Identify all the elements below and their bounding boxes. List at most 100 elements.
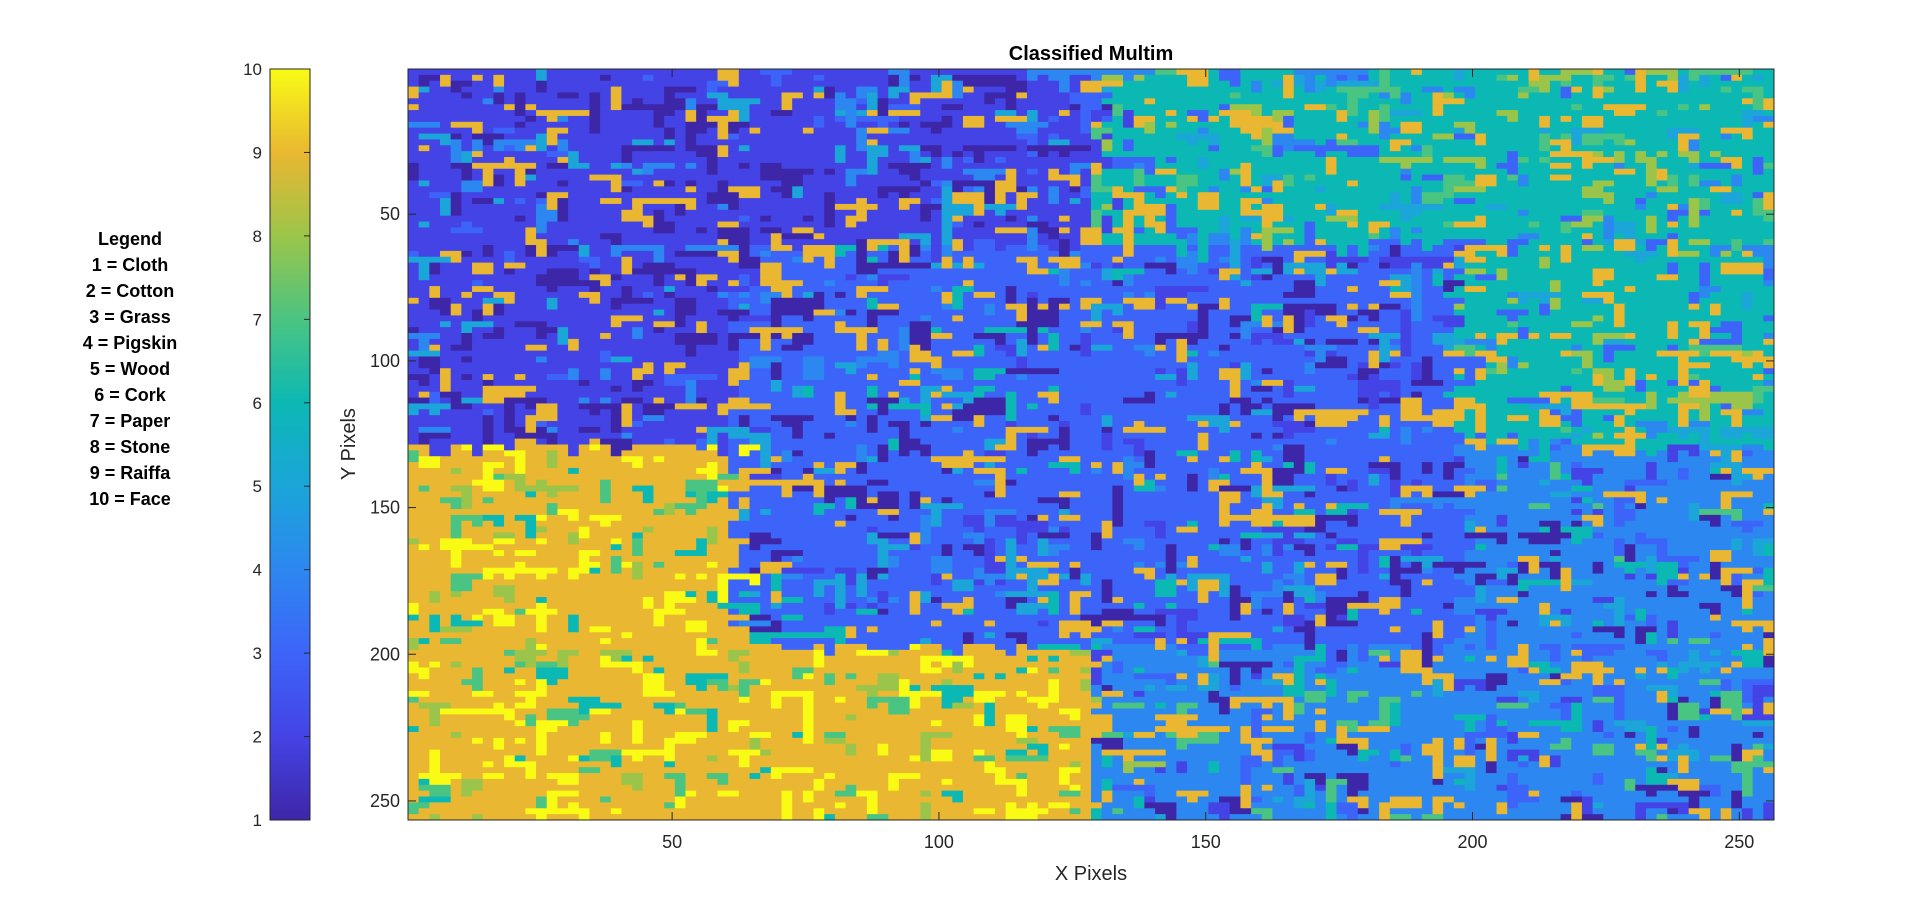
heatmap-cell	[1058, 426, 1071, 434]
heatmap-cell	[1325, 467, 1348, 475]
heatmap-cell	[728, 239, 751, 246]
heatmap-cell	[984, 526, 1017, 534]
heatmap-cell	[440, 121, 452, 129]
heatmap-cell	[792, 291, 804, 299]
heatmap-cell	[738, 555, 772, 563]
heatmap-cell	[1069, 503, 1113, 510]
heatmap-cell	[1069, 544, 1092, 551]
heatmap-cell	[1325, 157, 1338, 164]
heatmap-cell	[1229, 92, 1241, 99]
heatmap-cell	[1208, 544, 1220, 551]
heatmap-cell	[1624, 303, 1690, 311]
heatmap-cell	[738, 127, 751, 135]
heatmap-cell	[1464, 462, 1498, 469]
heatmap-cell	[514, 403, 526, 410]
heatmap-cell	[1005, 409, 1017, 416]
heatmap-cell	[1571, 421, 1583, 428]
heatmap-cell	[1101, 227, 1113, 234]
heatmap-cell	[1432, 532, 1466, 539]
heatmap-cell	[845, 145, 857, 152]
heatmap-cell	[824, 368, 847, 375]
heatmap-cell	[1421, 110, 1434, 117]
heatmap-cell	[525, 467, 569, 475]
heatmap-cell	[1741, 174, 1774, 182]
heatmap-cell	[1229, 250, 1241, 258]
heatmap-cell	[952, 291, 964, 299]
heatmap-cell	[1357, 368, 1380, 375]
heatmap-cell	[1507, 315, 1519, 322]
heatmap-cell	[973, 291, 996, 299]
heatmap-cell	[1261, 274, 1274, 281]
heatmap-cell	[696, 151, 719, 158]
heatmap-cell	[1656, 579, 1668, 586]
heatmap-cell	[1699, 262, 1711, 270]
heatmap-cell	[760, 462, 772, 469]
heatmap-cell	[1101, 315, 1199, 322]
heatmap-cell	[685, 209, 825, 217]
heatmap-cell	[717, 432, 729, 440]
heatmap-cell	[429, 368, 441, 375]
heatmap-cell	[1517, 115, 1540, 123]
heatmap-cell	[493, 139, 537, 146]
heatmap-cell	[482, 121, 516, 129]
heatmap-cell	[1187, 520, 1199, 528]
heatmap-cell	[1560, 92, 1572, 99]
heatmap-cell	[1368, 397, 1380, 405]
heatmap-cell	[1677, 69, 1690, 76]
heatmap-cell	[781, 162, 868, 170]
heatmap-cell	[536, 479, 548, 487]
heatmap-cell	[600, 561, 612, 569]
heatmap-cell	[610, 444, 633, 451]
heatmap-cell	[557, 403, 580, 410]
heatmap-cell	[504, 86, 537, 94]
heatmap-cell	[1005, 192, 1017, 199]
heatmap-cell	[770, 450, 783, 457]
heatmap-cell	[557, 209, 569, 217]
heatmap-cell	[450, 426, 484, 434]
heatmap-cell	[1603, 503, 1615, 510]
heatmap-cell	[1763, 215, 1774, 223]
heatmap-cell	[1699, 145, 1774, 152]
heatmap-cell	[504, 98, 516, 105]
heatmap-cell	[1720, 426, 1774, 434]
heatmap-cell	[610, 86, 623, 94]
heatmap-cell	[589, 555, 612, 563]
heatmap-cell	[930, 344, 975, 352]
heatmap-cell	[738, 256, 761, 264]
heatmap-cell	[1357, 250, 1370, 258]
heatmap-cell	[664, 503, 676, 510]
heatmap-cell	[1741, 209, 1754, 217]
heatmap-cell	[1091, 162, 1103, 170]
heatmap-cell	[408, 415, 484, 422]
heatmap-cell	[1101, 162, 1113, 170]
heatmap-cell	[1699, 162, 1732, 170]
heatmap-cell	[898, 338, 911, 346]
heatmap-cell	[1720, 86, 1732, 94]
heatmap-cell	[408, 104, 420, 111]
heatmap-cell	[749, 426, 772, 434]
heatmap-cell	[642, 456, 655, 463]
heatmap-cell	[536, 115, 548, 123]
heatmap-cell	[834, 250, 847, 258]
heatmap-cell	[717, 133, 729, 141]
heatmap-cell	[1432, 409, 1466, 416]
heatmap-cell	[578, 368, 601, 375]
heatmap-cell	[1677, 567, 1690, 575]
heatmap-cell	[1187, 321, 1199, 328]
heatmap-cell	[1026, 233, 1039, 240]
heatmap-cell	[1539, 309, 1551, 317]
heatmap-cell	[514, 514, 537, 522]
heatmap-cell	[1667, 421, 1679, 428]
heatmap-cell	[1763, 110, 1774, 117]
heatmap-cell	[866, 315, 879, 322]
heatmap-cell	[1240, 127, 1263, 135]
heatmap-cell	[1026, 92, 1071, 99]
heatmap-cell	[1091, 544, 1103, 551]
heatmap-cell	[1304, 467, 1316, 475]
heatmap-cell	[770, 532, 868, 539]
heatmap-cell	[1058, 550, 1167, 557]
heatmap-cell	[1155, 297, 1167, 305]
heatmap-cell	[898, 356, 911, 363]
heatmap-cell	[1336, 438, 1402, 446]
heatmap-cell	[1581, 497, 1594, 504]
